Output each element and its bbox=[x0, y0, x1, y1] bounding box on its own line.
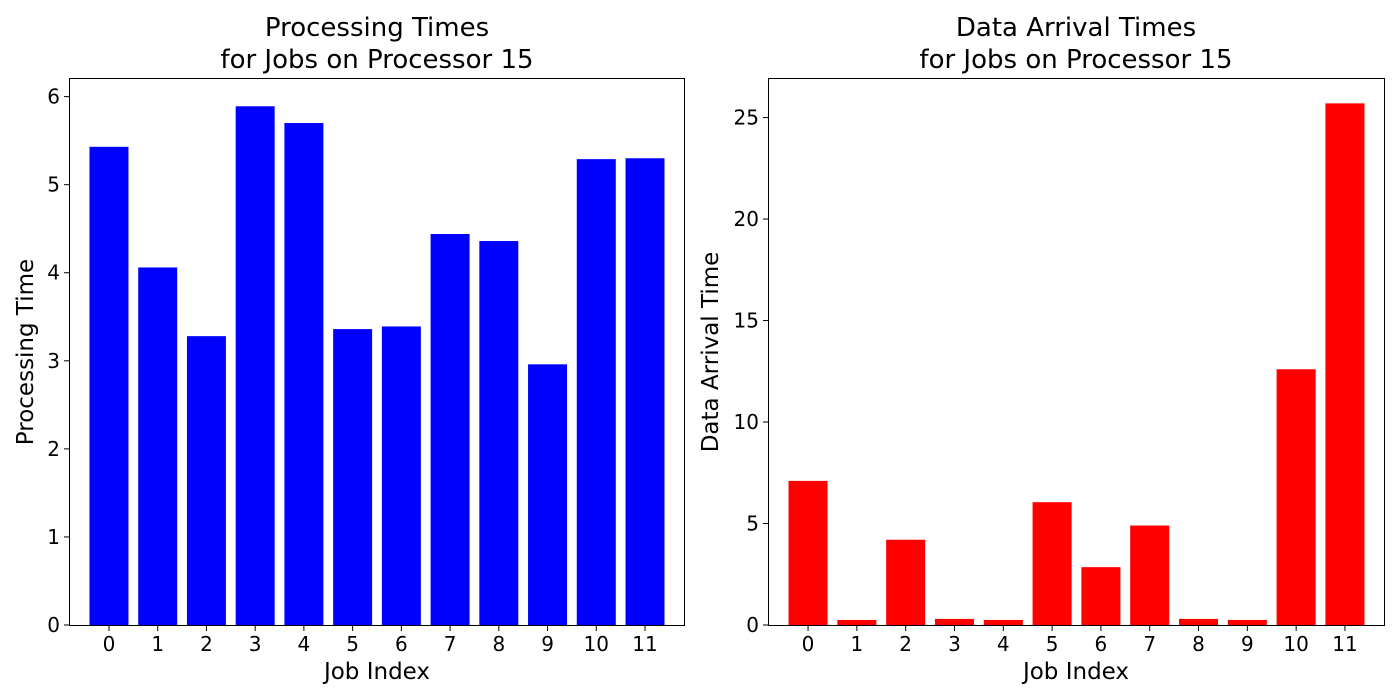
y-tick-label: 15 bbox=[734, 309, 759, 333]
y-tick-label: 20 bbox=[734, 207, 759, 231]
chart-title-line2: for Jobs on Processor 15 bbox=[919, 45, 1232, 75]
x-tick-label: 11 bbox=[632, 632, 657, 656]
y-tick-label: 5 bbox=[746, 512, 759, 536]
bar-4 bbox=[983, 619, 1023, 625]
bar-5 bbox=[333, 329, 373, 625]
x-tick-label: 0 bbox=[103, 632, 116, 656]
x-tick-label: 8 bbox=[1192, 632, 1205, 656]
data-arrival-times-chart: Data Arrival Times for Jobs on Processor… bbox=[698, 13, 1385, 685]
y-tick-label: 2 bbox=[47, 437, 60, 461]
bar-9 bbox=[528, 364, 568, 625]
bar-11 bbox=[1325, 103, 1365, 626]
y-tick-label: 6 bbox=[47, 85, 60, 109]
x-tick-label: 10 bbox=[1283, 632, 1308, 656]
x-tick-label: 2 bbox=[899, 632, 912, 656]
x-tick-label: 2 bbox=[200, 632, 213, 656]
x-tick-label: 11 bbox=[1332, 632, 1357, 656]
bar-6 bbox=[1081, 567, 1121, 625]
plot-frame bbox=[768, 78, 1385, 626]
x-tick-label: 4 bbox=[298, 632, 311, 656]
y-axis-label: Processing Time bbox=[13, 259, 39, 445]
bar-8 bbox=[479, 241, 519, 626]
chart-title-line2: for Jobs on Processor 15 bbox=[220, 45, 533, 75]
y-tick-label: 3 bbox=[47, 349, 60, 373]
bar-7 bbox=[430, 233, 470, 626]
x-tick-label: 0 bbox=[802, 632, 815, 656]
x-tick-label: 6 bbox=[395, 632, 408, 656]
bar-10 bbox=[1276, 369, 1316, 625]
y-tick-label: 0 bbox=[746, 613, 759, 637]
bar-2 bbox=[186, 336, 226, 625]
y-tick-label: 5 bbox=[47, 173, 60, 197]
y-axis-label: Data Arrival Time bbox=[698, 252, 724, 453]
x-tick-label: 7 bbox=[1143, 632, 1156, 656]
bar-6 bbox=[381, 326, 421, 625]
x-axis-ticks: 0 1 2 3 4 5 6 7 8 9 10 11 bbox=[103, 625, 658, 656]
y-tick-label: 0 bbox=[47, 613, 60, 637]
processing-times-chart: Processing Times for Jobs on Processor 1… bbox=[13, 13, 685, 685]
bar-5 bbox=[1032, 502, 1072, 625]
bar-2 bbox=[886, 539, 926, 625]
chart-title-line1: Processing Times bbox=[265, 13, 489, 43]
y-tick-label: 4 bbox=[47, 261, 60, 285]
bar-1 bbox=[138, 267, 178, 625]
x-tick-label: 5 bbox=[346, 632, 359, 656]
x-tick-label: 1 bbox=[850, 632, 863, 656]
x-tick-label: 4 bbox=[997, 632, 1010, 656]
y-axis-ticks: 0 1 2 3 4 5 6 bbox=[47, 85, 70, 637]
bar-1 bbox=[837, 619, 877, 625]
bar-9 bbox=[1227, 619, 1267, 625]
bar-7 bbox=[1130, 525, 1170, 625]
bar-4 bbox=[284, 123, 324, 625]
x-axis-label: Job Index bbox=[1021, 659, 1129, 685]
x-tick-label: 10 bbox=[584, 632, 609, 656]
x-axis-label: Job Index bbox=[322, 659, 430, 685]
bars bbox=[788, 103, 1365, 626]
x-tick-label: 3 bbox=[249, 632, 262, 656]
x-tick-label: 3 bbox=[948, 632, 961, 656]
x-tick-label: 8 bbox=[492, 632, 505, 656]
y-axis-ticks: 0 5 10 15 20 25 bbox=[734, 106, 769, 637]
x-tick-label: 9 bbox=[1241, 632, 1254, 656]
bars bbox=[89, 106, 665, 626]
x-tick-label: 6 bbox=[1095, 632, 1108, 656]
y-tick-label: 10 bbox=[734, 410, 759, 434]
x-axis-ticks: 0 1 2 3 4 5 6 7 8 9 10 11 bbox=[802, 625, 1358, 656]
chart-title-line1: Data Arrival Times bbox=[956, 13, 1196, 43]
x-tick-label: 9 bbox=[541, 632, 554, 656]
y-tick-label: 1 bbox=[47, 525, 60, 549]
bar-10 bbox=[576, 159, 616, 625]
plot-frame bbox=[69, 78, 685, 626]
bar-11 bbox=[625, 158, 665, 625]
x-tick-label: 1 bbox=[151, 632, 164, 656]
bar-0 bbox=[788, 480, 828, 625]
bar-3 bbox=[235, 106, 275, 626]
x-tick-label: 7 bbox=[444, 632, 457, 656]
x-tick-label: 5 bbox=[1046, 632, 1059, 656]
y-tick-label: 25 bbox=[734, 106, 759, 130]
bar-8 bbox=[1179, 618, 1219, 625]
bar-0 bbox=[89, 146, 129, 625]
bar-3 bbox=[934, 618, 974, 625]
